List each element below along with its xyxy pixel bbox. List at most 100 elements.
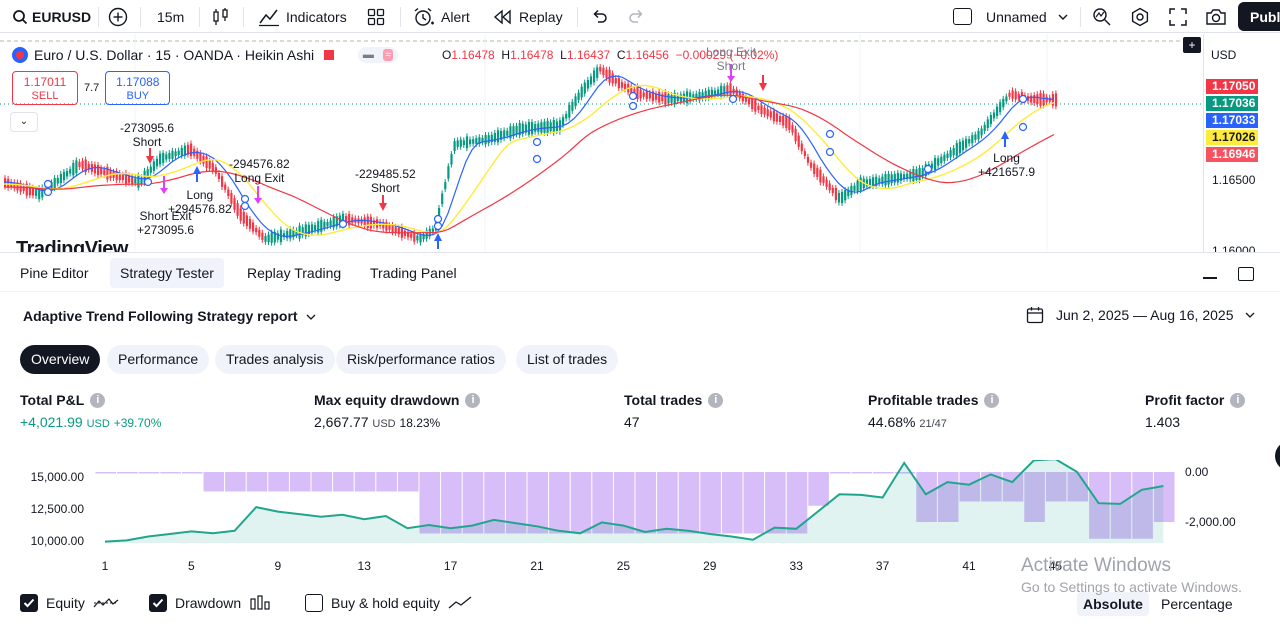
trade-number-label: 21 — [530, 559, 544, 573]
legend-toggle[interactable]: ▬ ≈ — [358, 47, 399, 63]
sell-button[interactable]: 1.17011 SELL — [12, 71, 78, 105]
add-plus-icon[interactable]: + — [1183, 37, 1201, 53]
minimize-icon[interactable] — [1203, 277, 1217, 279]
buy-hold-checkbox[interactable] — [305, 594, 323, 612]
drawdown-bar — [397, 472, 419, 492]
metric-profit-factor: Profit factor i 1.403 — [1145, 392, 1246, 430]
snapshot-button[interactable] — [1205, 0, 1227, 33]
info-icon[interactable]: i — [708, 392, 724, 408]
price-plot[interactable] — [0, 34, 1203, 252]
indicators-button[interactable]: Indicators — [258, 0, 347, 33]
candle-body — [729, 83, 732, 96]
symbol-search[interactable]: EURUSD — [12, 0, 91, 33]
pill-trades-analysis[interactable]: Trades analysis — [215, 345, 335, 374]
chart-type-button[interactable] — [212, 0, 230, 33]
currency-label[interactable]: USD — [1211, 48, 1237, 62]
candle-body — [565, 113, 568, 119]
drawdown-checkbox[interactable] — [149, 594, 167, 612]
candle-body — [760, 105, 763, 115]
alert-button[interactable]: Alert — [413, 0, 470, 33]
drawdown-bar — [549, 472, 570, 534]
candle-body — [475, 138, 478, 144]
sell-buy-widget: 1.17011 SELL 7.7 1.17088 BUY — [12, 71, 171, 105]
candle-body — [382, 221, 385, 229]
candle-body — [214, 167, 217, 174]
candle-body — [763, 107, 766, 115]
absolute-toggle[interactable]: Absolute — [1077, 592, 1149, 616]
candle-body — [630, 86, 633, 94]
info-icon[interactable]: i — [90, 392, 106, 408]
candle-body — [106, 166, 109, 180]
candle-body — [456, 140, 459, 147]
ohlc-values: O1.16478 H1.16478 L1.16437 C1.16456 −0.0… — [442, 48, 778, 62]
candle-body — [56, 178, 59, 184]
candle-body — [484, 134, 487, 145]
candle-body — [893, 173, 896, 183]
candle-body — [1002, 98, 1005, 108]
fullscreen-button[interactable] — [1169, 0, 1187, 33]
candle-body — [177, 150, 180, 156]
info-icon[interactable]: i — [984, 392, 1000, 408]
undo-button[interactable] — [590, 0, 608, 33]
drawdown-bar — [1045, 472, 1067, 502]
candle-body — [326, 221, 329, 227]
candle-body — [872, 177, 875, 187]
metric-unit: USD — [372, 418, 396, 430]
templates-button[interactable] — [367, 0, 385, 33]
info-icon[interactable]: i — [465, 392, 481, 408]
candle-body — [385, 222, 388, 231]
interval-button[interactable]: 15m — [157, 8, 185, 25]
candle-body — [159, 153, 162, 165]
signal-marker — [825, 129, 835, 139]
buy-button[interactable]: 1.17088 BUY — [105, 71, 171, 105]
settings-button[interactable] — [1130, 0, 1150, 33]
tab-trading-panel[interactable]: Trading Panel — [370, 265, 457, 281]
candle-body — [999, 102, 1002, 113]
quick-search-button[interactable] — [1092, 0, 1112, 33]
candle-body — [543, 121, 546, 133]
equity-checkbox[interactable] — [20, 594, 38, 612]
tab-replay-trading[interactable]: Replay Trading — [247, 265, 342, 281]
equity-toggle[interactable]: Equity — [20, 592, 119, 614]
candle-body — [748, 99, 751, 105]
signal-marker — [628, 91, 638, 101]
buy-hold-toggle[interactable]: Buy & hold equity — [305, 592, 472, 614]
equity-drawdown-chart[interactable]: 15,000.00 12,500.00 10,000.00 0.00 -2,000.00… — [0, 460, 1280, 580]
candle-body — [825, 179, 828, 187]
publish-button[interactable]: Publ — [1238, 2, 1280, 31]
pill-overview[interactable]: Overview — [20, 345, 101, 374]
ma-fast-line — [3, 75, 1055, 238]
maximize-icon[interactable] — [1238, 267, 1254, 281]
candle-body — [478, 137, 481, 144]
candle-body — [909, 171, 912, 180]
replay-button[interactable]: Replay — [493, 0, 563, 33]
drawdown-bar — [246, 472, 268, 492]
candle-body — [422, 234, 425, 240]
pill-list-of-trades[interactable]: List of trades — [516, 345, 619, 374]
compare-button[interactable] — [108, 0, 128, 33]
candle-body — [707, 89, 710, 99]
collapse-legend-button[interactable]: ⌄ — [10, 112, 38, 132]
candle-body — [549, 122, 552, 132]
bar-chart-icon — [250, 595, 270, 610]
trend-line-icon — [448, 596, 472, 609]
pill-risk-performance[interactable]: Risk/performance ratios — [336, 345, 506, 374]
candle-body — [444, 182, 447, 190]
tab-strategy-tester[interactable]: Strategy Tester — [110, 258, 224, 288]
percentage-toggle[interactable]: Percentage — [1161, 596, 1233, 612]
price-chart[interactable]: Euro / U.S. Dollar · 15 · OANDA · Heikin… — [0, 34, 1280, 252]
candle-body — [472, 139, 475, 144]
layout-menu[interactable]: Unnamed — [953, 0, 1069, 33]
side-panel-button[interactable] — [1275, 441, 1280, 471]
tab-pine-editor[interactable]: Pine Editor — [20, 265, 89, 281]
pill-performance[interactable]: Performance — [107, 345, 210, 374]
candle-body — [751, 98, 754, 110]
trade-number-label: 17 — [444, 559, 458, 573]
redo-button[interactable] — [628, 0, 646, 33]
date-range-selector[interactable]: Jun 2, 2025 — Aug 16, 2025 — [1026, 306, 1255, 324]
candle-body — [329, 220, 332, 226]
info-icon[interactable]: i — [1230, 392, 1246, 408]
report-title[interactable]: Adaptive Trend Following Strategy report — [23, 308, 316, 324]
drawdown-toggle[interactable]: Drawdown — [149, 592, 271, 614]
candle-body — [689, 92, 692, 102]
